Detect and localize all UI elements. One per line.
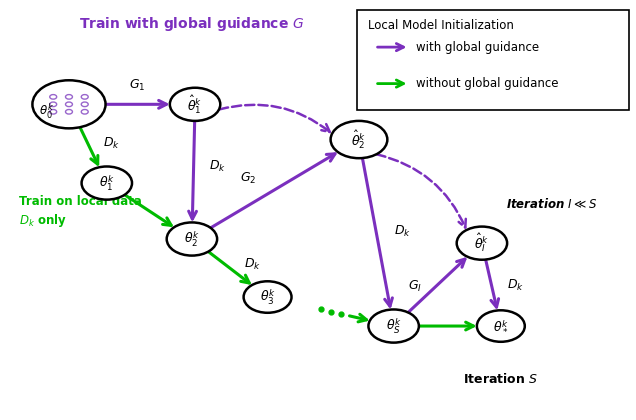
Text: $\theta_2^k$: $\theta_2^k$ <box>184 229 200 249</box>
Circle shape <box>368 310 419 343</box>
Text: without global guidance: without global guidance <box>416 77 558 90</box>
Text: $\theta_S^k$: $\theta_S^k$ <box>385 316 402 336</box>
Circle shape <box>66 94 73 99</box>
Circle shape <box>167 223 217 256</box>
Text: with global guidance: with global guidance <box>416 41 539 54</box>
Circle shape <box>81 110 88 114</box>
Circle shape <box>66 102 73 107</box>
Text: $G_1$: $G_1$ <box>130 78 146 93</box>
Circle shape <box>50 102 57 107</box>
Circle shape <box>50 110 57 114</box>
Text: $\theta_*^k$: $\theta_*^k$ <box>493 319 509 333</box>
Circle shape <box>66 110 73 114</box>
Text: Iteration $S$: Iteration $S$ <box>463 372 539 386</box>
Text: $\theta_3^k$: $\theta_3^k$ <box>259 287 275 307</box>
Circle shape <box>81 166 132 200</box>
Circle shape <box>477 310 525 342</box>
Text: $\theta_1^k$: $\theta_1^k$ <box>99 173 115 193</box>
Circle shape <box>81 94 88 99</box>
Circle shape <box>244 281 291 313</box>
Circle shape <box>331 121 387 158</box>
Text: Iteration $I \ll S$: Iteration $I \ll S$ <box>506 197 597 211</box>
Text: $D_k$: $D_k$ <box>244 257 261 272</box>
Circle shape <box>457 226 507 260</box>
Text: $\hat{\theta}_2^k$: $\hat{\theta}_2^k$ <box>352 128 366 151</box>
Text: $D_k$: $D_k$ <box>209 159 226 174</box>
Circle shape <box>170 88 220 121</box>
Text: $\hat{\theta}_I^k$: $\hat{\theta}_I^k$ <box>474 232 490 255</box>
Text: $D_k$: $D_k$ <box>104 136 120 151</box>
Text: $\theta_0^k$: $\theta_0^k$ <box>39 102 55 121</box>
Circle shape <box>81 102 88 107</box>
Circle shape <box>50 94 57 99</box>
FancyBboxPatch shape <box>357 10 629 110</box>
Text: $\hat{\theta}_1^k$: $\hat{\theta}_1^k$ <box>188 93 203 116</box>
Text: $D_k$: $D_k$ <box>508 278 524 293</box>
Text: $G_2$: $G_2$ <box>240 171 256 186</box>
Circle shape <box>32 80 106 129</box>
Text: Local Model Initialization: Local Model Initialization <box>368 19 515 32</box>
Text: $D_k$: $D_k$ <box>394 224 411 239</box>
Text: Train with global guidance $G$: Train with global guidance $G$ <box>80 15 305 33</box>
Text: Train on local data
$D_k$ only: Train on local data $D_k$ only <box>18 195 141 229</box>
Text: $G_I$: $G_I$ <box>408 279 422 294</box>
